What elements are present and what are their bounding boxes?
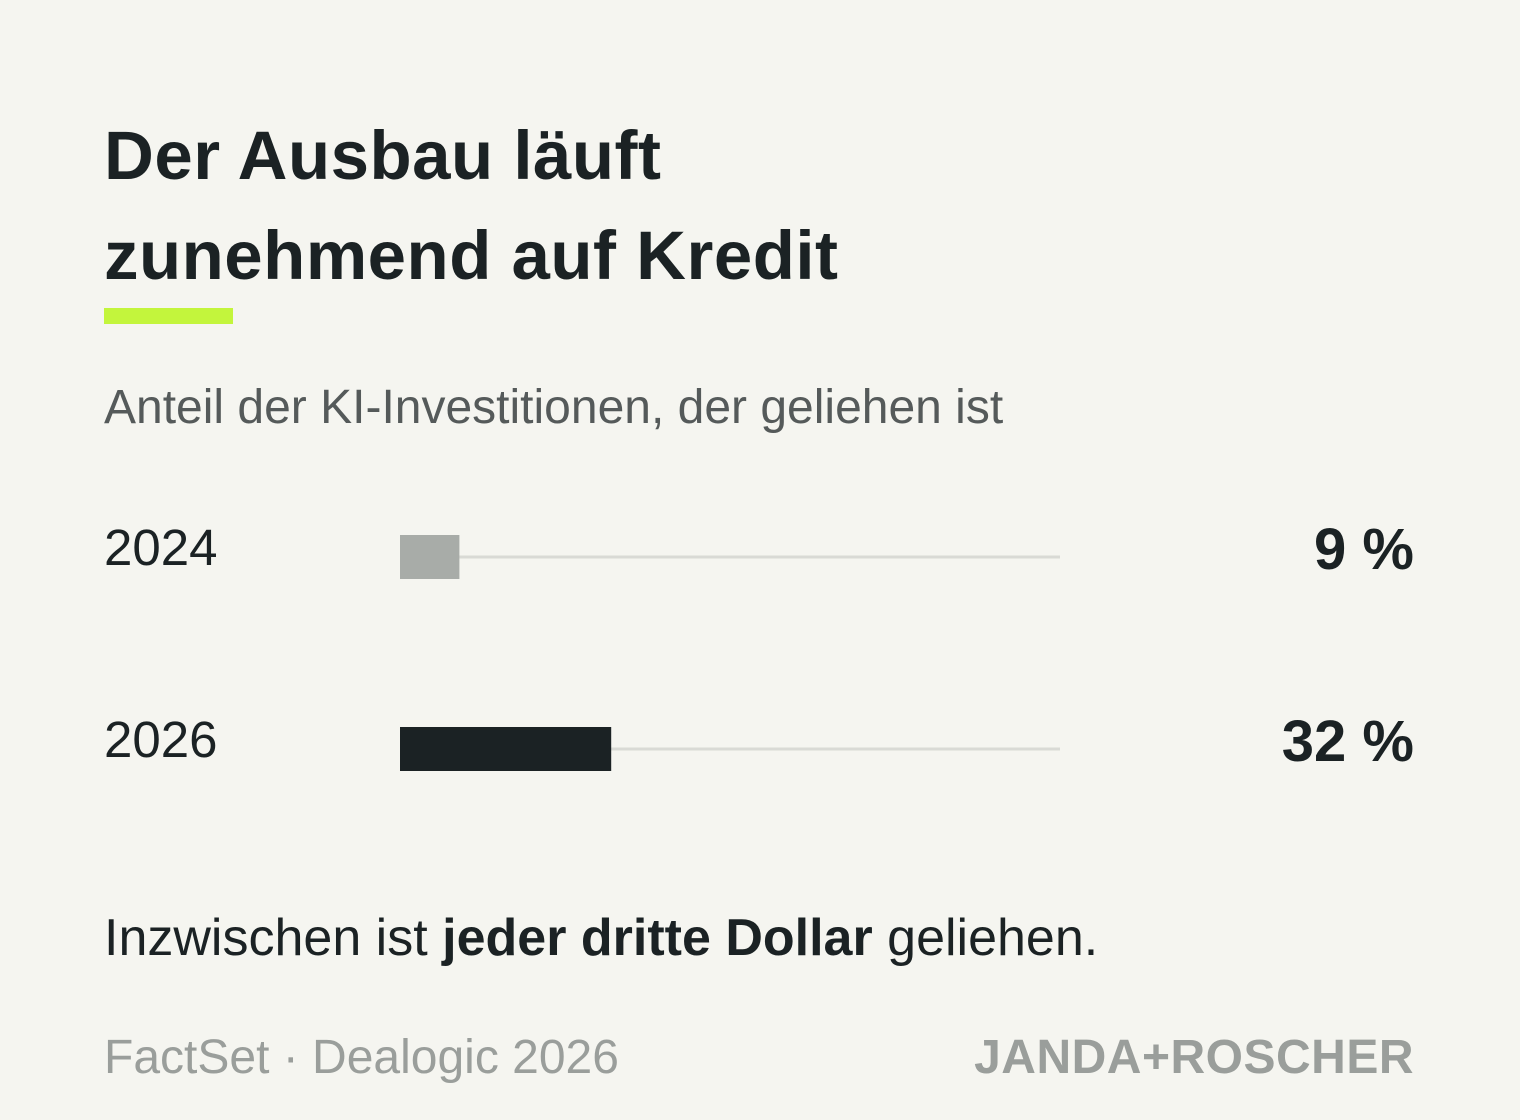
chart-annotation: Inzwischen ist jeder dritte Dollar gelie… bbox=[104, 905, 1098, 971]
bar-2024 bbox=[400, 535, 460, 579]
bar-2026 bbox=[400, 727, 612, 771]
annotation-suffix: geliehen. bbox=[872, 909, 1099, 967]
title-accent-bar bbox=[104, 308, 233, 324]
chart-subtitle: Anteil der KI-Investitionen, der geliehe… bbox=[104, 381, 1004, 434]
chart-title-line-2: zunehmend auf Kredit bbox=[104, 217, 839, 294]
annotation-emphasis: jeder dritte Dollar bbox=[442, 909, 873, 967]
value-label-2024: 9 % bbox=[1314, 517, 1414, 582]
bar-track-2026 bbox=[400, 747, 1060, 751]
category-label-2026: 2026 bbox=[104, 711, 217, 768]
category-label-2024: 2024 bbox=[104, 519, 217, 576]
bar-track-2024 bbox=[400, 555, 1060, 559]
value-label-2026: 32 % bbox=[1282, 709, 1414, 774]
chart-title-line-1: Der Ausbau läuft bbox=[104, 117, 662, 194]
annotation-prefix: Inzwischen ist bbox=[104, 909, 443, 967]
source-credit: FactSet · Dealogic 2026 bbox=[104, 1031, 619, 1084]
chart-title: Der Ausbau läuft zunehmend auf Kredit bbox=[104, 106, 839, 306]
brand-logo-text: JANDA+ROSCHER bbox=[974, 1031, 1414, 1084]
